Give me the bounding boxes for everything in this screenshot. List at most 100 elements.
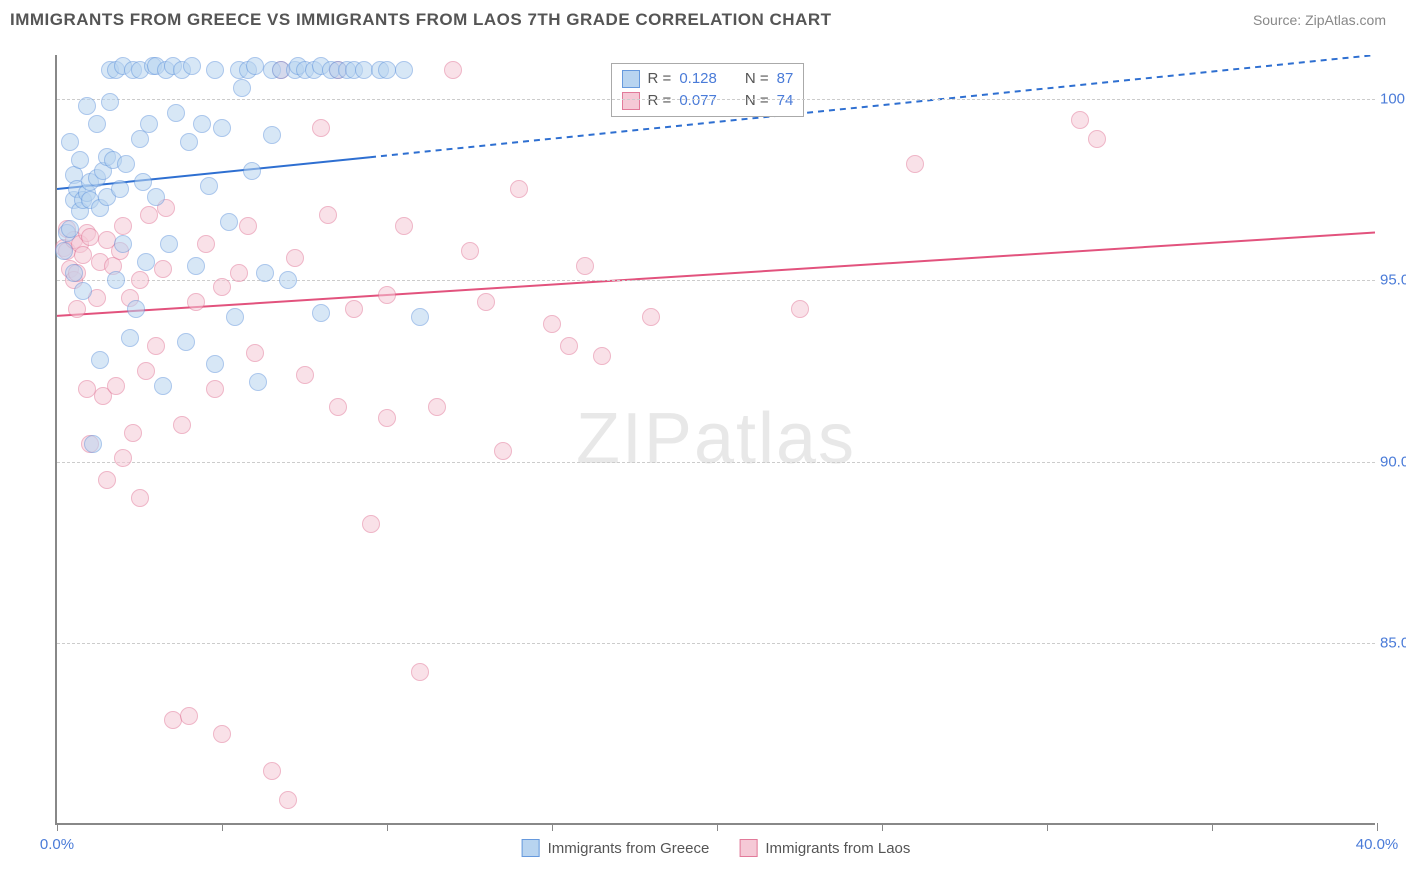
data-point <box>154 260 172 278</box>
data-point <box>200 177 218 195</box>
data-point <box>642 308 660 326</box>
series-legend: Immigrants from Greece Immigrants from La… <box>522 839 911 857</box>
watermark-part2: atlas <box>694 399 856 479</box>
data-point <box>177 333 195 351</box>
y-tick-label: 85.0% <box>1380 635 1406 652</box>
x-tick-label: 0.0% <box>40 836 74 853</box>
data-point <box>362 515 380 533</box>
data-point <box>114 217 132 235</box>
data-point <box>167 104 185 122</box>
x-tick <box>1377 823 1378 831</box>
series-legend-item: Immigrants from Laos <box>739 839 910 857</box>
data-point <box>71 151 89 169</box>
x-tick <box>1047 823 1048 831</box>
data-point <box>230 264 248 282</box>
data-point <box>101 93 119 111</box>
data-point <box>1088 130 1106 148</box>
y-tick-label: 90.0% <box>1380 453 1406 470</box>
watermark: ZIPatlas <box>576 398 856 480</box>
data-point <box>111 180 129 198</box>
data-point <box>187 293 205 311</box>
data-point <box>444 61 462 79</box>
source-link[interactable]: ZipAtlas.com <box>1305 12 1386 28</box>
trend-line-dashed <box>370 55 1375 157</box>
x-tick <box>57 823 58 831</box>
data-point <box>98 471 116 489</box>
data-point <box>312 119 330 137</box>
legend-swatch <box>622 92 640 110</box>
x-tick <box>552 823 553 831</box>
data-point <box>147 337 165 355</box>
plot-area: ZIPatlas R =0.128N =87R =0.077N =74 Immi… <box>55 55 1375 825</box>
n-value: 74 <box>777 92 794 109</box>
data-point <box>127 300 145 318</box>
x-tick <box>882 823 883 831</box>
n-value: 87 <box>777 70 794 87</box>
data-point <box>233 79 251 97</box>
r-value: 0.077 <box>679 92 717 109</box>
data-point <box>279 791 297 809</box>
n-label: N = <box>745 92 769 109</box>
data-point <box>411 663 429 681</box>
legend-swatch <box>522 839 540 857</box>
data-point <box>319 206 337 224</box>
data-point <box>68 300 86 318</box>
data-point <box>206 61 224 79</box>
y-tick-label: 95.0% <box>1380 272 1406 289</box>
data-point <box>121 329 139 347</box>
data-point <box>140 206 158 224</box>
data-point <box>576 257 594 275</box>
data-point <box>593 347 611 365</box>
data-point <box>55 242 73 260</box>
stats-legend-row: R = 0.128 N = 87 <box>622 68 794 90</box>
source-prefix: Source: <box>1253 12 1305 28</box>
data-point <box>312 304 330 322</box>
data-point <box>65 264 83 282</box>
data-point <box>543 315 561 333</box>
data-point <box>61 220 79 238</box>
data-point <box>256 264 274 282</box>
r-value: 0.128 <box>679 70 717 87</box>
data-point <box>147 188 165 206</box>
data-point <box>378 61 396 79</box>
r-label: R = <box>648 92 672 109</box>
data-point <box>180 133 198 151</box>
data-point <box>61 133 79 151</box>
chart-source: Source: ZipAtlas.com <box>1253 12 1386 28</box>
data-point <box>279 271 297 289</box>
data-point <box>173 416 191 434</box>
data-point <box>378 409 396 427</box>
data-point <box>226 308 244 326</box>
series-legend-label: Immigrants from Greece <box>548 840 710 857</box>
x-tick <box>387 823 388 831</box>
data-point <box>510 180 528 198</box>
data-point <box>193 115 211 133</box>
data-point <box>286 249 304 267</box>
data-point <box>494 442 512 460</box>
data-point <box>1071 111 1089 129</box>
x-tick-label: 40.0% <box>1356 836 1399 853</box>
data-point <box>88 115 106 133</box>
data-point <box>329 398 347 416</box>
data-point <box>791 300 809 318</box>
data-point <box>81 228 99 246</box>
data-point <box>124 424 142 442</box>
data-point <box>114 449 132 467</box>
data-point <box>91 351 109 369</box>
data-point <box>140 115 158 133</box>
y-tick-label: 100.0% <box>1380 90 1406 107</box>
data-point <box>206 355 224 373</box>
data-point <box>220 213 238 231</box>
n-label: N = <box>745 70 769 87</box>
legend-swatch <box>622 70 640 88</box>
stats-legend: R = 0.128 N = 87 R = 0.077 N = 74 <box>611 63 805 117</box>
trend-line-solid <box>57 233 1375 316</box>
data-point <box>243 162 261 180</box>
chart-header: IMMIGRANTS FROM GREECE VS IMMIGRANTS FRO… <box>0 0 1406 35</box>
data-point <box>137 253 155 271</box>
data-point <box>154 377 172 395</box>
data-point <box>78 380 96 398</box>
r-label: R = <box>648 70 672 87</box>
stats-legend-row: R = 0.077 N = 74 <box>622 90 794 112</box>
data-point <box>197 235 215 253</box>
